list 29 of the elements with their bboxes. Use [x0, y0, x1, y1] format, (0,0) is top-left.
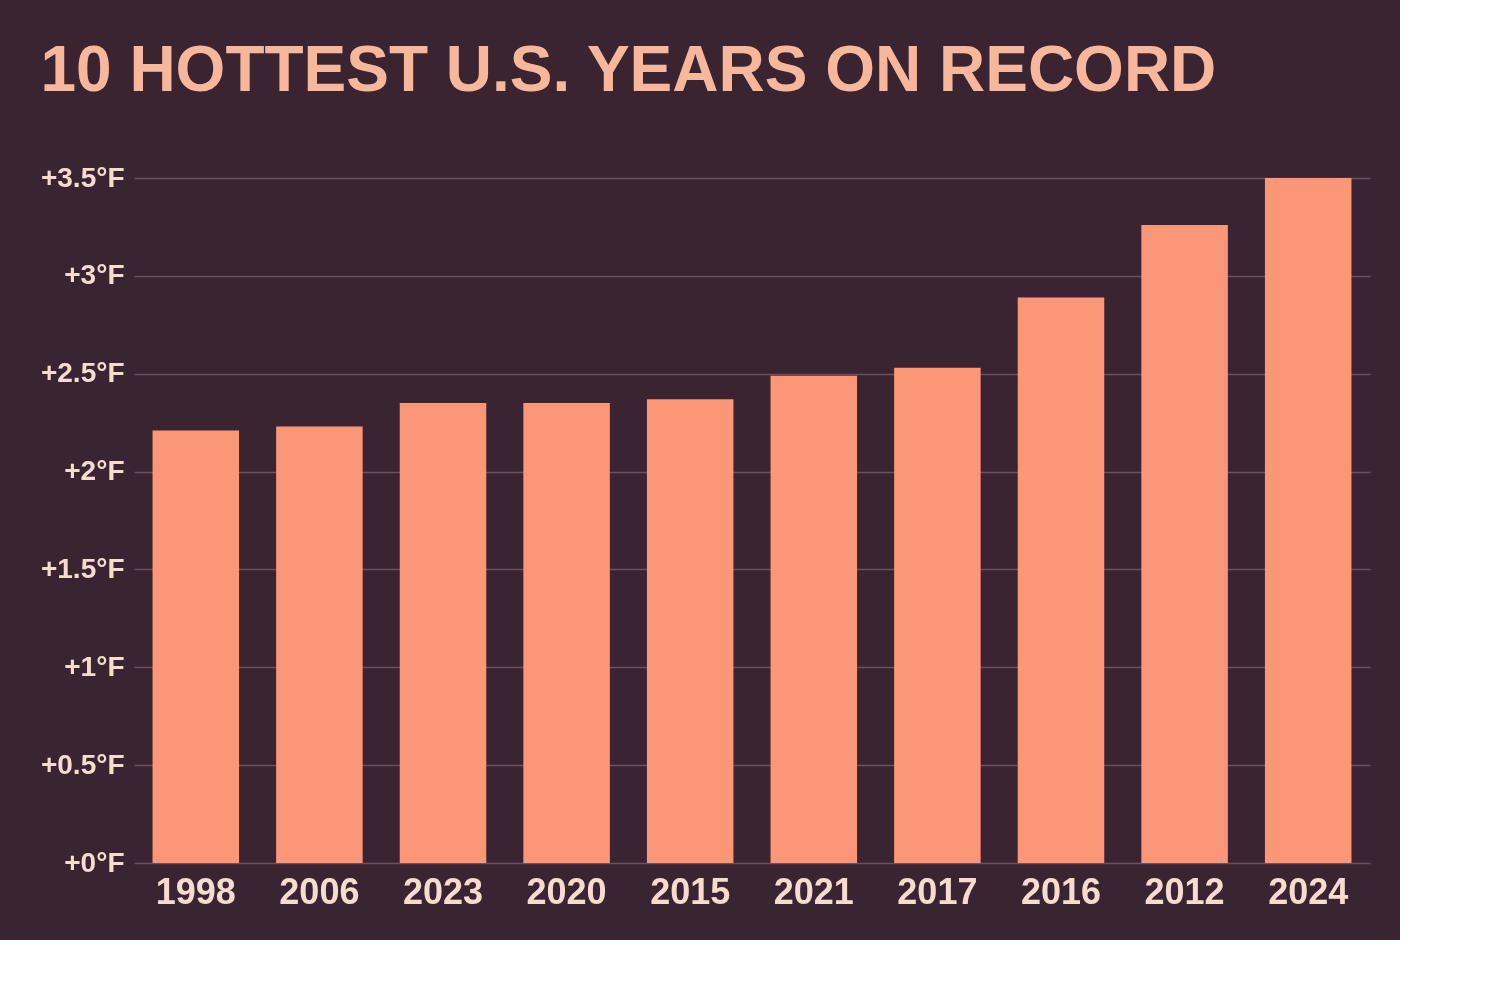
chart-title: 10 HOTTEST U.S. YEARS ON RECORD [40, 33, 1217, 105]
bar [770, 375, 858, 863]
x-tick-label: 2021 [773, 870, 854, 912]
y-tick-label: +0°F [64, 846, 125, 878]
bar [276, 426, 363, 863]
bar [894, 367, 981, 863]
x-tick-label: 2015 [650, 870, 731, 912]
bar [1264, 178, 1352, 863]
bar [646, 399, 734, 863]
x-tick-label: 2017 [897, 870, 978, 912]
x-tick-label: 2020 [526, 870, 607, 912]
bar [523, 403, 610, 863]
y-tick-label: +3.5°F [40, 161, 125, 193]
y-tick-label: +0.5°F [40, 748, 125, 780]
x-tick-label: 2012 [1144, 870, 1225, 912]
x-tick-label: 2024 [1268, 870, 1349, 912]
x-tick-label: 2016 [1020, 870, 1102, 912]
x-tick-label: 1998 [155, 870, 236, 912]
y-tick-label: +1°F [64, 650, 125, 682]
y-tick-label: +2.5°F [40, 357, 125, 389]
y-tick-label: +1.5°F [40, 552, 125, 584]
y-tick-label: +3°F [64, 259, 125, 291]
bar [1141, 224, 1228, 863]
y-tick-label: +2°F [64, 455, 125, 487]
x-tick-label: 2006 [279, 870, 360, 912]
x-tick-label: 2023 [402, 870, 484, 912]
bar [1017, 297, 1105, 863]
bar [152, 430, 240, 863]
bar [399, 403, 487, 863]
